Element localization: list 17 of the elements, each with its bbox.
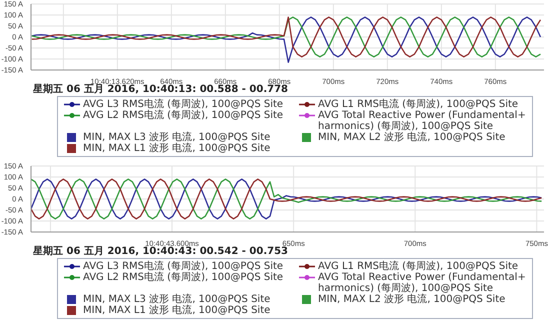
legend-label: AVG L2 RMS电流 (每周波), 100@PQS Site	[83, 272, 284, 283]
legend-label: MIN, MAX L2 波形 电流, 100@PQS Site	[318, 294, 506, 305]
legend-label: AVG L2 RMS电流 (每周波), 100@PQS Site	[83, 110, 284, 121]
legend-label: AVG Total Reactive Power (Fundamental+ harmonics) (每周波), 100@PQS Site	[318, 110, 526, 132]
legend-label: AVG L3 RMS电流 (每周波), 100@PQS Site	[83, 261, 284, 272]
legend-label: MIN, MAX L2 波形 电流, 100@PQS Site	[318, 132, 506, 143]
legend-label: AVG L1 RMS电流 (每周波), 100@PQS Site	[318, 261, 518, 272]
text: 星期五 06 五月 2016, 10:40:43: 00.542 - 00.753	[33, 246, 288, 257]
line-series	[31, 178, 542, 220]
legend-label: MIN, MAX L1 波形 电流, 100@PQS Site	[83, 143, 270, 154]
legend-label: MIN, MAX L3 波形 电流, 100@PQS Site	[83, 294, 270, 305]
text: 星期五 06 五月 2016, 10:40:13: 00.588 - 00.778	[33, 84, 288, 95]
legend-label: AVG L3 RMS电流 (每周波), 100@PQS Site	[83, 99, 284, 110]
legend-label: MIN, MAX L3 波形 电流, 100@PQS Site	[83, 132, 270, 143]
legend-label: AVG Total Reactive Power (Fundamental+ harmonics) (每周波), 100@PQS Site	[318, 272, 526, 294]
legend-label: MIN, MAX L1 波形 电流, 100@PQS Site	[83, 305, 270, 316]
legend-label: AVG L1 RMS电流 (每周波), 100@PQS Site	[318, 99, 518, 110]
